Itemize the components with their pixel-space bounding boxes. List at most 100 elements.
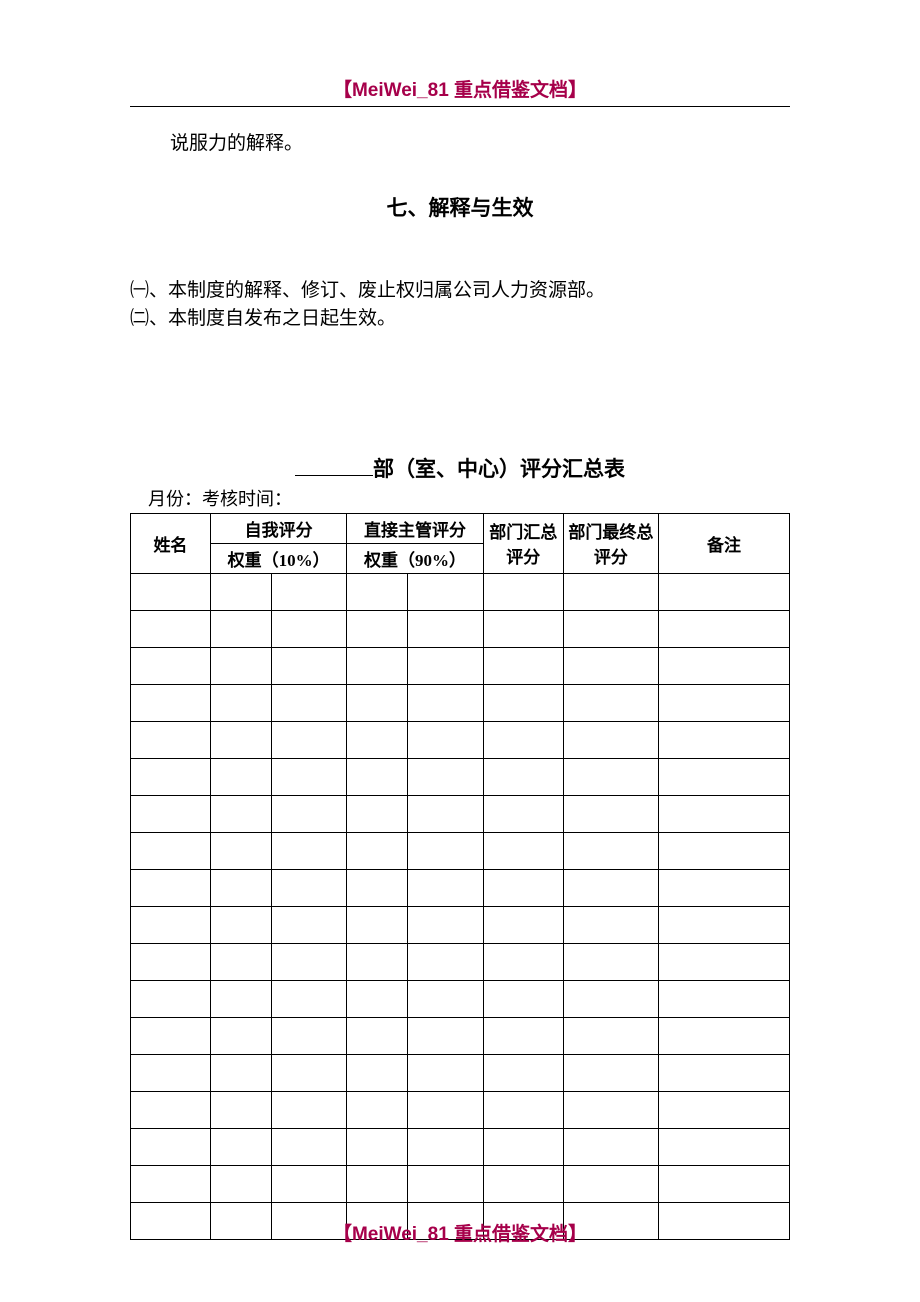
- table-title: 部（室、中心）评分汇总表: [130, 453, 790, 483]
- table-cell: [563, 684, 658, 721]
- table-cell: [563, 906, 658, 943]
- table-row: [131, 684, 790, 721]
- table-cell: [347, 1165, 408, 1202]
- table-cell: [271, 1165, 346, 1202]
- table-cell: [659, 869, 790, 906]
- table-cell: [271, 1054, 346, 1091]
- table-header: 姓名 自我评分 直接主管评分 部门汇总评分 部门最终总评分 备注 权重（10%）…: [131, 513, 790, 573]
- table-row: [131, 869, 790, 906]
- table-cell: [131, 906, 211, 943]
- table-cell: [483, 684, 563, 721]
- table-cell: [563, 1054, 658, 1091]
- table-cell: [563, 943, 658, 980]
- table-cell: [271, 758, 346, 795]
- table-cell: [563, 980, 658, 1017]
- table-cell: [347, 1017, 408, 1054]
- table-cell: [131, 980, 211, 1017]
- col-name: 姓名: [131, 513, 211, 573]
- table-cell: [347, 647, 408, 684]
- table-cell: [408, 980, 483, 1017]
- table-cell: [659, 1091, 790, 1128]
- table-cell: [271, 795, 346, 832]
- table-cell: [408, 647, 483, 684]
- table-cell: [271, 832, 346, 869]
- table-cell: [483, 943, 563, 980]
- table-cell: [483, 610, 563, 647]
- table-cell: [659, 721, 790, 758]
- table-cell: [483, 1128, 563, 1165]
- table-cell: [408, 1128, 483, 1165]
- col-self-score: 自我评分: [210, 513, 346, 543]
- table-cell: [210, 573, 271, 610]
- table-row: [131, 1017, 790, 1054]
- table-cell: [271, 573, 346, 610]
- table-cell: [408, 721, 483, 758]
- table-cell: [408, 795, 483, 832]
- table-cell: [483, 758, 563, 795]
- table-cell: [347, 684, 408, 721]
- blank-underline: [295, 475, 373, 476]
- table-cell: [210, 647, 271, 684]
- table-cell: [408, 1165, 483, 1202]
- table-cell: [271, 943, 346, 980]
- col-dept-summary: 部门汇总评分: [483, 513, 563, 573]
- table-cell: [563, 1091, 658, 1128]
- table-cell: [483, 1054, 563, 1091]
- table-cell: [408, 906, 483, 943]
- table-cell: [210, 832, 271, 869]
- table-cell: [563, 758, 658, 795]
- table-cell: [408, 758, 483, 795]
- table-cell: [210, 1165, 271, 1202]
- table-cell: [210, 684, 271, 721]
- table-cell: [347, 1054, 408, 1091]
- table-cell: [347, 906, 408, 943]
- table-cell: [563, 721, 658, 758]
- table-cell: [347, 721, 408, 758]
- table-cell: [271, 906, 346, 943]
- table-cell: [271, 721, 346, 758]
- table-cell: [408, 1091, 483, 1128]
- list-block: ㈠、本制度的解释、修订、废止权归属公司人力资源部。 ㈡、本制度自发布之日起生效。: [130, 278, 790, 333]
- table-cell: [210, 906, 271, 943]
- table-cell: [563, 1017, 658, 1054]
- table-cell: [408, 1017, 483, 1054]
- table-cell: [483, 721, 563, 758]
- table-cell: [659, 1054, 790, 1091]
- table-cell: [408, 943, 483, 980]
- table-cell: [408, 573, 483, 610]
- table-row: [131, 795, 790, 832]
- table-body: [131, 573, 790, 1239]
- table-cell: [659, 1165, 790, 1202]
- table-cell: [659, 1017, 790, 1054]
- table-cell: [408, 610, 483, 647]
- table-cell: [131, 647, 211, 684]
- header-underline: [130, 106, 790, 107]
- document-page: 【MeiWei_81 重点借鉴文档】 说服力的解释。 七、解释与生效 ㈠、本制度…: [0, 0, 920, 1240]
- table-cell: [659, 832, 790, 869]
- page-footer-title: 【MeiWei_81 重点借鉴文档】: [0, 1219, 920, 1246]
- table-cell: [271, 684, 346, 721]
- table-cell: [563, 1165, 658, 1202]
- table-cell: [483, 573, 563, 610]
- table-cell: [347, 573, 408, 610]
- table-cell: [210, 610, 271, 647]
- section-heading: 七、解释与生效: [130, 192, 790, 222]
- table-cell: [347, 980, 408, 1017]
- table-cell: [210, 1091, 271, 1128]
- table-cell: [131, 1054, 211, 1091]
- table-row: [131, 906, 790, 943]
- table-cell: [131, 1165, 211, 1202]
- table-cell: [271, 1017, 346, 1054]
- table-cell: [659, 1128, 790, 1165]
- table-cell: [131, 610, 211, 647]
- table-cell: [483, 795, 563, 832]
- table-row: [131, 610, 790, 647]
- table-cell: [659, 573, 790, 610]
- table-cell: [408, 1054, 483, 1091]
- table-cell: [659, 906, 790, 943]
- table-cell: [483, 906, 563, 943]
- table-cell: [659, 795, 790, 832]
- table-cell: [347, 610, 408, 647]
- table-cell: [131, 573, 211, 610]
- table-cell: [271, 869, 346, 906]
